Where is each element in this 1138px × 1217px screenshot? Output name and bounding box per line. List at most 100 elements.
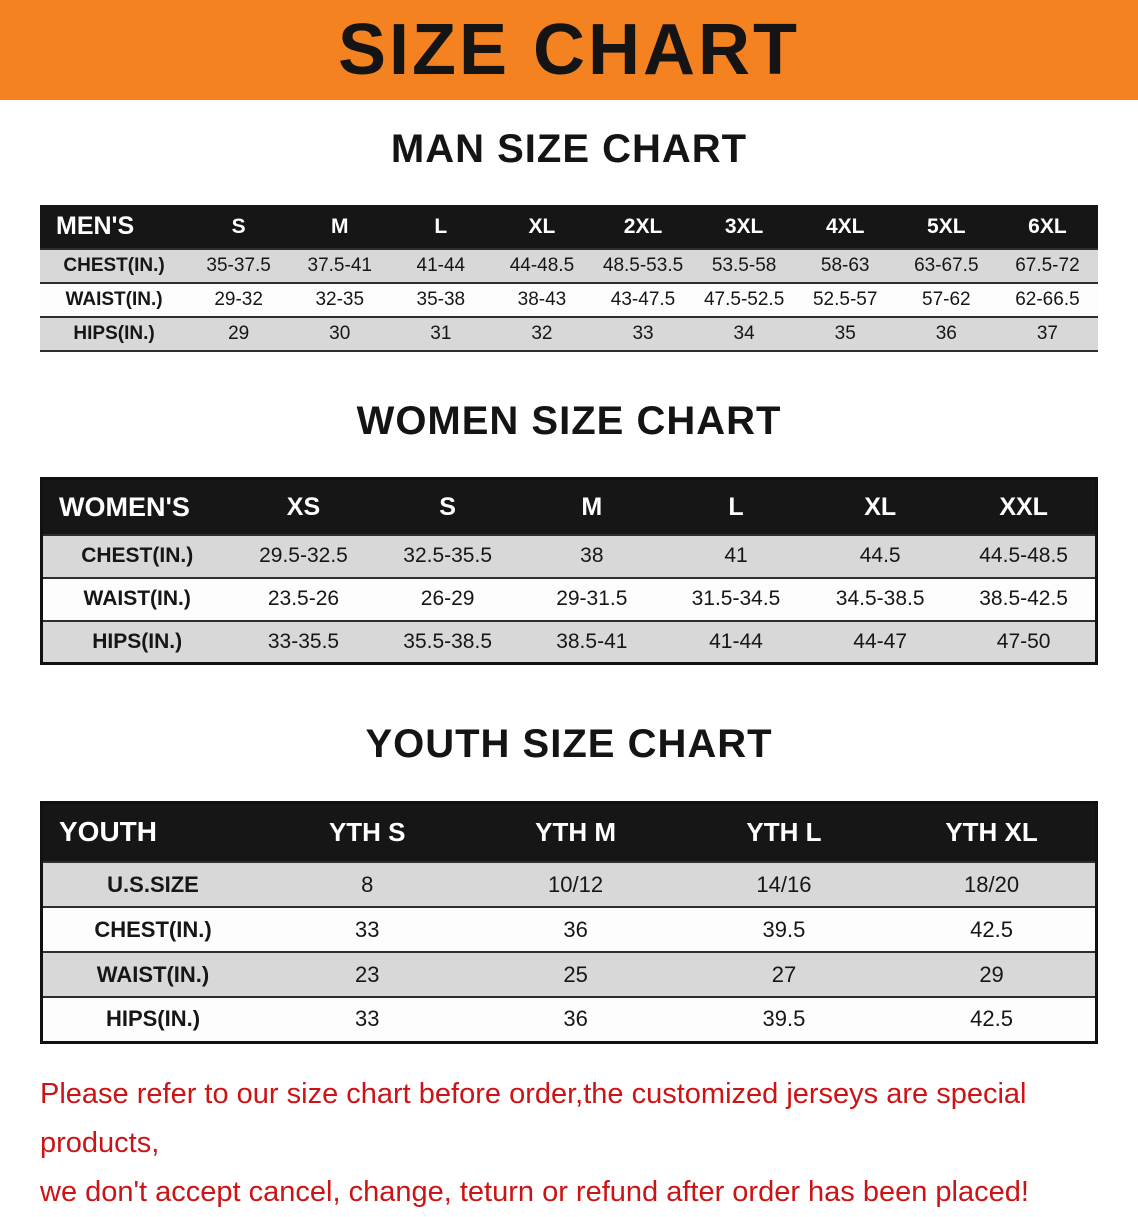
value-cell: 52.5-57 (812, 289, 878, 311)
value-cell: 33 (632, 323, 654, 345)
value-cell: 39.5 (762, 916, 806, 942)
size-header-cell: 5XL (895, 205, 997, 250)
value-cell: 23.5-26 (267, 587, 340, 611)
men-section-title: MAN SIZE CHART (390, 127, 748, 171)
row-label: WAIST(IN.) (65, 289, 163, 311)
value-cell: 48.5-53.5 (602, 255, 684, 277)
value-cell: 29.5-32.5 (259, 544, 348, 568)
size-header-cell: YTH L (679, 802, 889, 863)
value-cell: 47-50 (996, 630, 1051, 654)
size-header-cell: XXL (952, 478, 1097, 535)
value-cell: 37 (1036, 323, 1058, 345)
value-cell: 14/16 (756, 871, 812, 897)
value-cell: 63-67.5 (914, 255, 979, 277)
size-chart-banner: SIZE CHART (0, 0, 1138, 100)
row-label: HIPS(IN.) (92, 630, 183, 654)
value-cell: 53.5-58 (711, 255, 777, 277)
row-label: CHEST(IN.) (81, 544, 194, 568)
table-title-cell: MEN'S (40, 205, 189, 250)
row-label: CHEST(IN.) (63, 255, 165, 277)
value-cell: 41 (724, 544, 748, 568)
disclaimer-line-1: Please refer to our size chart before or… (40, 1077, 1027, 1159)
size-header-cell: 6XL (996, 205, 1098, 250)
value-cell: 44-47 (853, 630, 908, 654)
value-cell: 26-29 (420, 587, 475, 611)
table-title-cell: YOUTH (41, 802, 264, 863)
value-cell: 38.5-42.5 (979, 587, 1068, 611)
value-cell: 44.5-48.5 (979, 544, 1068, 568)
value-cell: 23 (354, 961, 380, 987)
value-cell: 41-44 (416, 255, 466, 277)
value-cell: 33-35.5 (267, 630, 340, 654)
value-cell: 62-66.5 (1015, 289, 1080, 311)
disclaimer-line-2: we don't accept cancel, change, teturn o… (40, 1175, 1029, 1208)
size-header-cell: 3XL (693, 205, 795, 250)
size-header-cell: YTH M (471, 802, 680, 863)
size-header-cell: XL (491, 205, 593, 250)
row-label: WAIST(IN.) (96, 961, 210, 987)
value-cell: 35-37.5 (206, 255, 271, 277)
value-cell: 29 (979, 961, 1004, 987)
row-label: U.S.SIZE (107, 871, 199, 897)
value-cell: 36 (563, 1006, 588, 1032)
value-cell: 35 (834, 323, 856, 345)
size-header-cell: XL (808, 478, 953, 535)
size-header-row: WOMEN'S XS S M L XL XXL (41, 478, 1097, 535)
measurement-row: HIPS(IN.) 33 36 39.5 42.5 (41, 997, 1097, 1043)
value-cell: 36 (563, 916, 588, 942)
row-label: HIPS(IN.) (105, 1006, 201, 1032)
value-cell: 35.5-38.5 (403, 630, 493, 654)
size-header-cell: 2XL (592, 205, 694, 250)
disclaimer-text: Please refer to our size chart before or… (40, 1070, 1098, 1217)
page-title: SIZE CHART (338, 10, 800, 90)
value-cell: 29 (228, 323, 250, 345)
size-header-cell: M (519, 478, 664, 535)
value-cell: 29-32 (214, 289, 263, 311)
value-cell: 42.5 (970, 916, 1013, 942)
women-size-table: WOMEN'S XS S M L XL XXL CHEST(IN.) 29.5-32.5 32.5… (40, 477, 1098, 666)
value-cell: 32 (531, 323, 553, 345)
measurement-row: CHEST(IN.) 33 36 39.5 42.5 (41, 907, 1097, 953)
value-cell: 33 (354, 1006, 380, 1032)
value-cell: 67.5-72 (1015, 255, 1080, 277)
size-header-cell: XS (231, 478, 376, 535)
value-cell: 39.5 (762, 1006, 806, 1032)
size-header-row: YOUTH YTH S YTH M YTH L YTH XL (41, 802, 1097, 863)
size-header-cell: S (188, 205, 290, 250)
value-cell: 58-63 (820, 255, 870, 277)
size-header-cell: L (663, 478, 809, 535)
measurement-row: WAIST(IN.) 29-32 32-35 35-38 38-43 43-47.5 47.… (40, 283, 1098, 318)
value-cell: 10/12 (548, 871, 604, 897)
value-cell: 44-48.5 (509, 255, 575, 277)
size-header-cell: YTH XL (888, 802, 1097, 863)
row-label: CHEST(IN.) (94, 916, 212, 942)
measurement-row: WAIST(IN.) 23.5-26 26-29 29-31.5 31.5-34.5 34… (41, 577, 1097, 621)
value-cell: 8 (361, 871, 374, 897)
value-cell: 31 (430, 323, 452, 345)
value-cell: 35-38 (416, 289, 466, 311)
size-header-cell: S (375, 478, 520, 535)
value-cell: 25 (563, 961, 588, 987)
measurement-row: U.S.SIZE 8 10/12 14/16 18/20 (41, 862, 1097, 908)
value-cell: 30 (329, 323, 351, 345)
value-cell: 36 (935, 323, 957, 345)
value-cell: 31.5-34.5 (691, 587, 781, 611)
value-cell: 57-62 (922, 289, 971, 311)
row-label: HIPS(IN.) (73, 323, 155, 345)
size-header-cell: M (289, 205, 391, 250)
row-label: WAIST(IN.) (83, 587, 191, 611)
value-cell: 18/20 (964, 871, 1020, 897)
value-cell: 33 (354, 916, 380, 942)
measurement-row: WAIST(IN.) 23 25 27 29 (41, 952, 1097, 998)
size-header-row: MEN'S S M L XL 2XL 3XL 4XL 5XL 6XL (40, 205, 1098, 250)
size-header-cell: L (390, 205, 492, 250)
measurement-row: HIPS(IN.) 33-35.5 35.5-38.5 38.5-41 41-44 44-… (41, 620, 1097, 664)
value-cell: 47.5-52.5 (703, 289, 785, 311)
value-cell: 37.5-41 (307, 255, 372, 277)
table-title-cell: WOMEN'S (41, 478, 232, 535)
value-cell: 44.5 (859, 544, 901, 568)
value-cell: 43-47.5 (610, 289, 676, 311)
value-cell: 32-35 (315, 289, 365, 311)
value-cell: 38 (580, 544, 604, 568)
value-cell: 32.5-35.5 (403, 544, 493, 568)
